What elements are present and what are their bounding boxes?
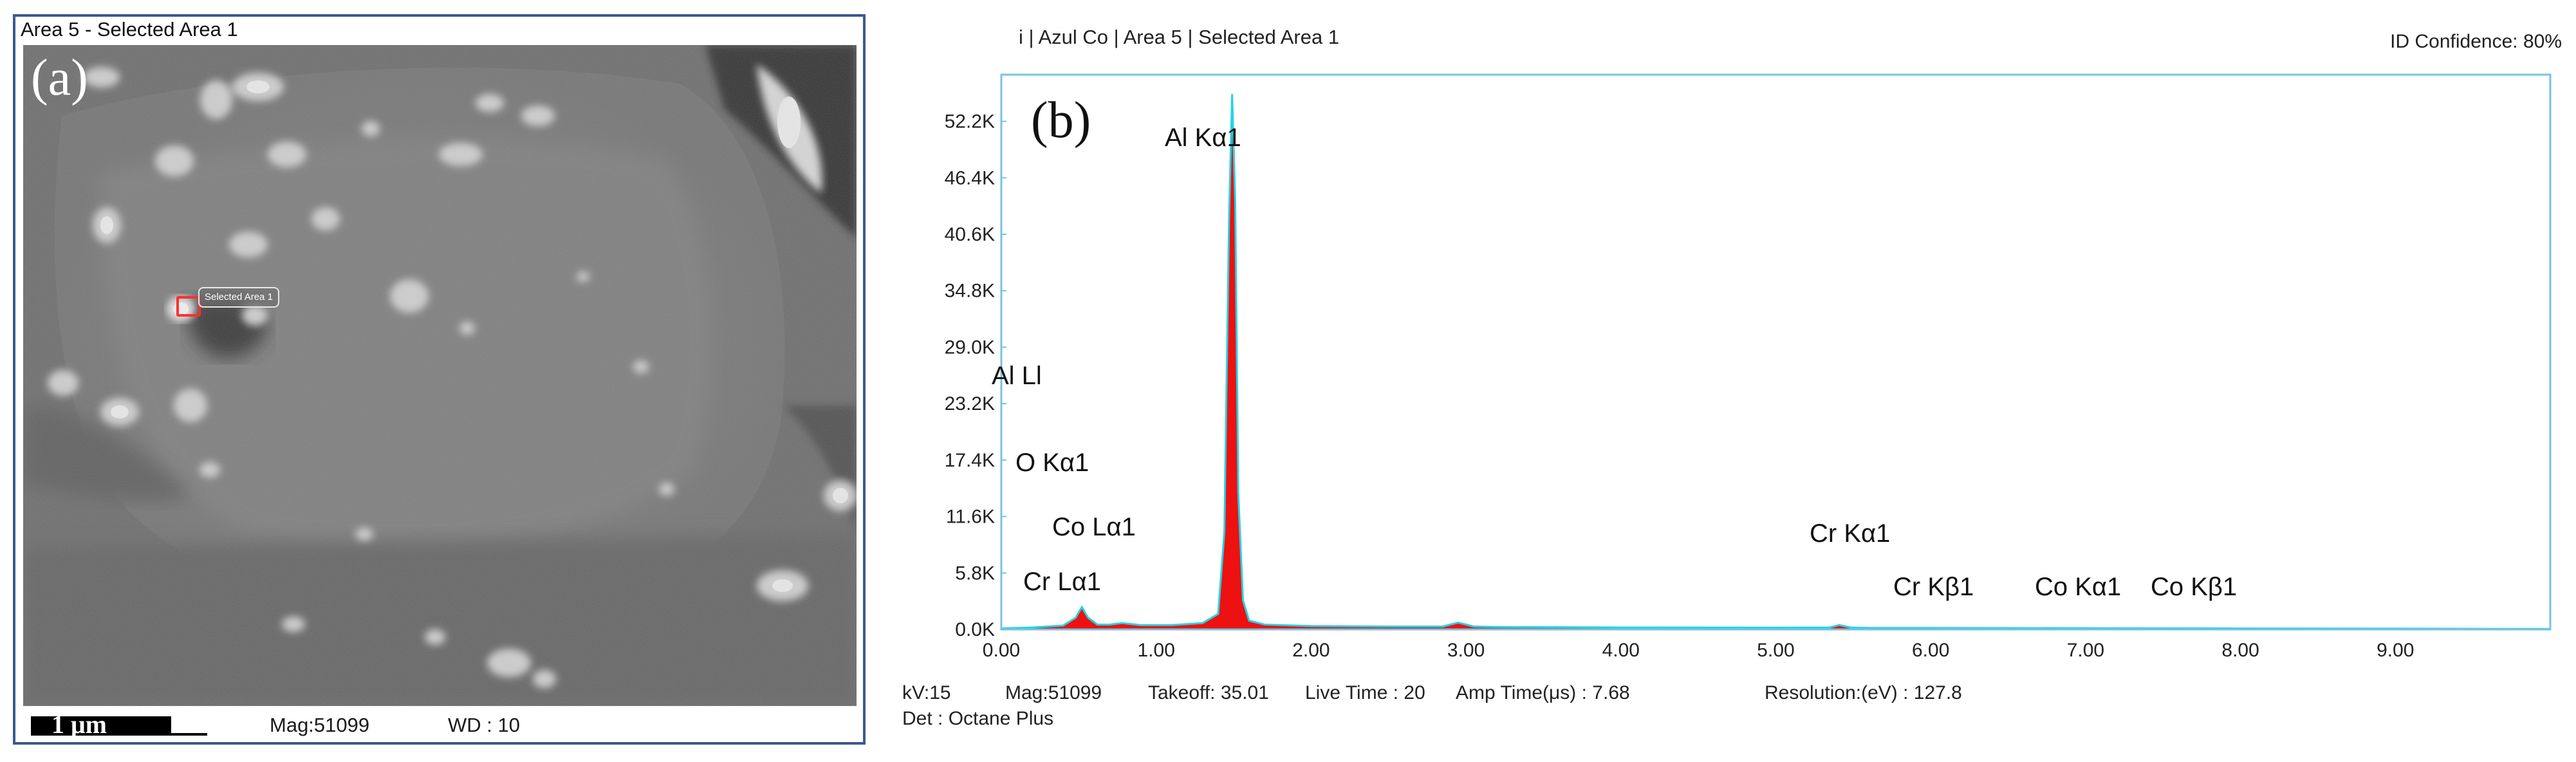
sem-micrograph: Selected Area 1 (23, 45, 857, 706)
plot-frame (1000, 73, 2552, 631)
y-tick-label: 29.0K (945, 337, 995, 358)
y-tick-label: 11.6K (946, 506, 995, 528)
peak-label-o-ka1: O Kα1 (1015, 449, 1089, 477)
eds-spectrum-chart: 0.0K 5.8K 11.6K 17.4K 23.2K 29.0K 34.8K 40.6K 46… (893, 70, 2563, 687)
scale-bar-fill (31, 716, 171, 734)
info-kv: kV:15 (902, 682, 951, 703)
y-tick-label: 52.2K (945, 111, 995, 133)
y-tick-label: 23.2K (945, 393, 995, 414)
scale-bar-line (31, 733, 207, 736)
x-tick-label: 6.00 (1912, 640, 1949, 661)
selection-box[interactable] (176, 296, 201, 317)
x-tick-label: 8.00 (2221, 640, 2259, 661)
y-tick-label: 17.4K (945, 450, 995, 471)
info-amp-time: Amp Time(μs) : 7.68 (1456, 682, 1630, 703)
x-tick-label: 0.00 (983, 640, 1020, 661)
scale-bar-label: 1 μm (51, 710, 107, 739)
selection-label: Selected Area 1 (198, 287, 279, 308)
x-tick-label: 4.00 (1602, 640, 1640, 661)
info-resolution: Resolution:(eV) : 127.8 (1765, 682, 1962, 703)
peak-label-cr-ka1: Cr Kα1 (1810, 519, 1891, 548)
x-tick-label: 2.00 (1292, 640, 1330, 661)
x-tick-label: 9.00 (2377, 640, 2414, 661)
scale-bar: 1 μm (28, 712, 210, 738)
id-confidence: ID Confidence: 80% (2390, 31, 2562, 52)
x-tick-label: 3.00 (1447, 640, 1485, 661)
sem-magnification: Mag:51099 (270, 714, 370, 736)
peak-label-co-kb1: Co Kβ1 (2151, 573, 2238, 601)
eds-spectrum-svg: 0.0K 5.8K 11.6K 17.4K 23.2K 29.0K 34.8K 40.6K 46… (945, 73, 2552, 661)
x-tick-label: 5.00 (1757, 640, 1794, 661)
y-tick-label: 0.0K (955, 619, 995, 640)
eds-header: i | Azul Co | Area 5 | Selected Area 1 (1019, 26, 1340, 48)
info-mag: Mag:51099 (1005, 682, 1102, 703)
y-tick-label: 46.4K (945, 167, 995, 189)
sem-window-title: Area 5 - Selected Area 1 (21, 18, 238, 41)
sem-working-distance: WD : 10 (448, 714, 520, 736)
info-takeoff: Takeoff: 35.01 (1148, 682, 1269, 703)
peak-label-cr-kb1: Cr Kβ1 (1893, 573, 1974, 601)
peak-label-al-ll: Al Ll (992, 362, 1042, 390)
spectrum-outline (1001, 94, 2551, 630)
sem-footer: 1 μm Mag:51099 WD : 10 (23, 707, 857, 739)
sem-micrograph-graphic (23, 45, 857, 706)
peak-label-cr-la1: Cr Lα1 (1023, 568, 1101, 596)
peak-label-al-ka1: Al Kα1 (1165, 124, 1241, 152)
peak-label-co-ka1: Co Kα1 (2035, 573, 2122, 601)
info-live-time: Live Time : 20 (1305, 682, 1425, 703)
peak-label-co-la1: Co Lα1 (1052, 513, 1136, 541)
x-tick-label: 7.00 (2067, 640, 2104, 661)
panel-label-b: (b) (1031, 92, 1091, 149)
panel-label-a: (a) (31, 50, 88, 106)
x-tick-label: 1.00 (1138, 640, 1175, 661)
detector-info: Det : Octane Plus (902, 708, 1054, 729)
y-tick-label: 5.8K (955, 562, 995, 584)
y-tick-label: 40.6K (945, 224, 995, 245)
y-tick-label: 34.8K (945, 281, 995, 302)
sem-image-window: Area 5 - Selected Area 1 (13, 14, 866, 745)
